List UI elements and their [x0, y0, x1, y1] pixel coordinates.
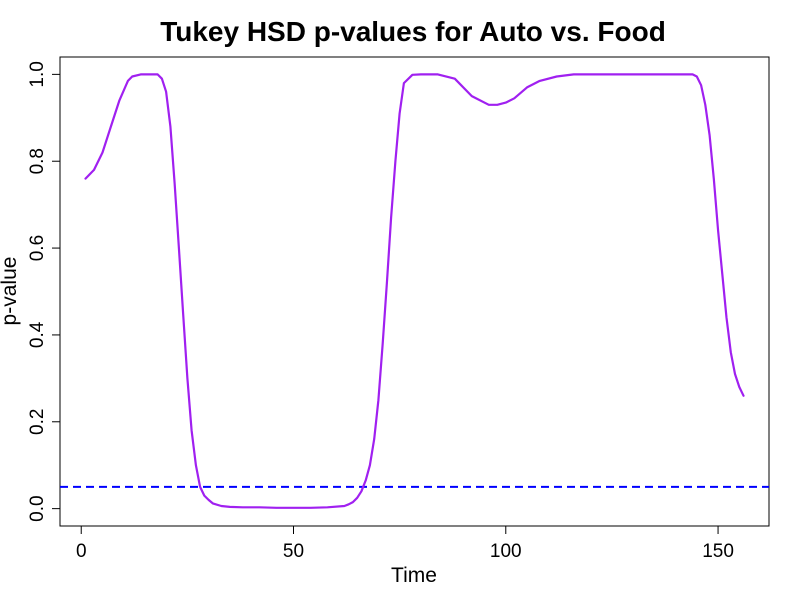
- chart-title: Tukey HSD p-values for Auto vs. Food: [160, 16, 666, 47]
- x-axis-label: Time: [391, 564, 437, 587]
- y-tick-label: 0.4: [27, 321, 48, 348]
- x-tick-label: 100: [490, 541, 522, 562]
- series-line: [84, 73, 745, 509]
- y-tick-label: 1.0: [27, 61, 48, 87]
- x-tick-label: 150: [702, 541, 734, 562]
- x-tick-label: 50: [283, 541, 304, 562]
- y-tick-label: 0.2: [27, 409, 48, 435]
- y-axis-label: p-value: [0, 257, 21, 326]
- y-tick-label: 0.6: [27, 235, 48, 261]
- y-axis: 0.0 0.2 0.4 0.6 0.8 1.0: [27, 61, 61, 522]
- x-tick-label: 0: [76, 541, 87, 562]
- x-axis: 0 50 100 150: [76, 525, 734, 562]
- y-tick-label: 0.0: [27, 495, 48, 521]
- y-tick-label: 0.8: [27, 148, 48, 174]
- plot-area: [59, 56, 770, 527]
- series-group: [84, 73, 745, 509]
